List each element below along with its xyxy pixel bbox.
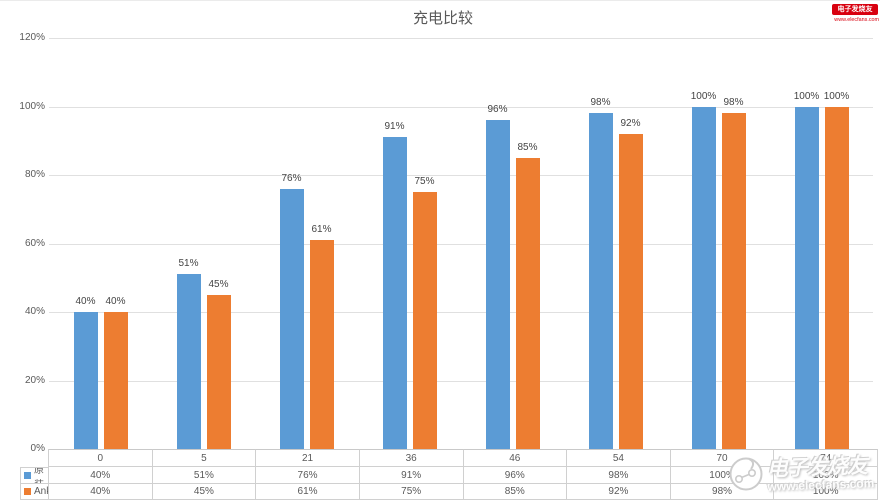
bar-value-label: 61% bbox=[311, 224, 332, 236]
bar-Anker-5 bbox=[206, 294, 231, 449]
table-value-cell: 100% bbox=[670, 467, 775, 484]
bar-Anker-36 bbox=[412, 192, 437, 449]
table-category-header: 46 bbox=[463, 449, 568, 467]
table-value-cell: 98% bbox=[670, 484, 775, 500]
y-axis-tick-label: 0% bbox=[30, 443, 45, 454]
table-category-header: 0 bbox=[49, 449, 153, 467]
y-axis-tick-label: 20% bbox=[24, 374, 45, 386]
y-axis-tick-label: 100% bbox=[19, 100, 45, 112]
table-category-header: 70 bbox=[670, 449, 775, 467]
table-value-cell: 61% bbox=[256, 484, 360, 500]
bar-value-label: 85% bbox=[517, 141, 538, 153]
table-category-header: 36 bbox=[359, 449, 464, 467]
chart-data-table: 05213646547074原装40%51%76%91%96%98%100%10… bbox=[20, 449, 878, 500]
table-value-cell: 96% bbox=[463, 467, 568, 484]
bar-原装-70 bbox=[691, 106, 716, 449]
y-axis-tick-label: 60% bbox=[24, 237, 45, 249]
bar-value-label: 40% bbox=[75, 296, 96, 307]
bar-value-label: 100% bbox=[793, 90, 820, 102]
bar-value-label: 92% bbox=[620, 117, 641, 129]
bar-原装-74 bbox=[794, 106, 819, 449]
gridline bbox=[49, 312, 873, 313]
table-category-header: 74 bbox=[774, 449, 878, 467]
gridline bbox=[49, 175, 873, 176]
gridline bbox=[49, 243, 873, 245]
bar-原装-36 bbox=[382, 137, 407, 449]
bar-value-label: 100% bbox=[823, 90, 850, 102]
table-value-cell: 85% bbox=[463, 484, 568, 500]
bar-Anker-0 bbox=[103, 312, 128, 449]
bar-原装-54 bbox=[588, 113, 613, 449]
gridline bbox=[49, 38, 873, 39]
bar-value-label: 96% bbox=[487, 104, 508, 116]
y-axis-tick-label: 120% bbox=[19, 32, 45, 43]
bar-原装-21 bbox=[279, 188, 304, 449]
elecfans-url-text: www.elecfans.com bbox=[767, 475, 875, 494]
bar-Anker-74 bbox=[824, 106, 849, 449]
chart-title: 充电比较 bbox=[412, 10, 473, 27]
elecfans-watermark-bottom: 电子发烧友 www.elecfans.com bbox=[727, 454, 879, 494]
bar-Anker-46 bbox=[515, 157, 540, 449]
table-value-cell: 75% bbox=[359, 484, 464, 500]
table-value-cell: 98% bbox=[567, 467, 671, 484]
bar-value-label: 76% bbox=[281, 172, 302, 184]
legend-cell-原装: 原装 bbox=[20, 467, 49, 484]
bar-value-label: 100% bbox=[690, 90, 717, 102]
y-axis-tick-label: 80% bbox=[24, 169, 45, 180]
series-name: 原装 bbox=[34, 467, 44, 483]
table-value-cell: 100% bbox=[774, 484, 878, 500]
bar-value-label: 98% bbox=[590, 97, 611, 109]
bar-Anker-21 bbox=[309, 240, 334, 449]
table-category-header: 21 bbox=[256, 449, 360, 467]
table-value-cell: 76% bbox=[256, 467, 360, 484]
bar-value-label: 45% bbox=[208, 278, 229, 290]
table-value-cell: 40% bbox=[49, 467, 153, 484]
legend-cell-Anker: Anker bbox=[20, 484, 49, 500]
elecfans-plug-icon bbox=[729, 457, 763, 491]
bar-value-label: 75% bbox=[414, 176, 435, 188]
bar-value-label: 98% bbox=[723, 97, 744, 109]
y-axis-tick-label: 40% bbox=[24, 306, 45, 317]
bar-value-label: 40% bbox=[105, 296, 126, 307]
bar-Anker-70 bbox=[721, 113, 746, 449]
table-corner-cell bbox=[20, 449, 49, 467]
table-value-cell: 40% bbox=[49, 484, 153, 500]
series-name: Anker bbox=[34, 486, 48, 497]
elecfans-red-badge: 电子发烧友 bbox=[832, 4, 878, 15]
bar-value-label: 91% bbox=[384, 121, 405, 133]
bar-原装-0 bbox=[73, 312, 98, 449]
table-value-cell: 100% bbox=[774, 467, 878, 484]
legend-key-swatch bbox=[24, 472, 31, 479]
elecfans-top-url: www.elecfans.com bbox=[834, 17, 880, 23]
elecfans-watermark-texts: 电子发烧友 www.elecfans.com bbox=[766, 454, 875, 494]
table-value-cell: 45% bbox=[152, 484, 257, 500]
gridline bbox=[49, 106, 873, 108]
bar-原装-46 bbox=[485, 120, 510, 449]
legend-key-swatch bbox=[24, 488, 31, 495]
bar-原装-5 bbox=[176, 274, 201, 449]
table-value-cell: 91% bbox=[359, 467, 464, 484]
table-category-header: 5 bbox=[152, 449, 257, 467]
table-value-cell: 51% bbox=[152, 467, 257, 484]
bar-value-label: 51% bbox=[178, 258, 199, 270]
table-value-cell: 92% bbox=[567, 484, 671, 500]
gridline bbox=[49, 380, 873, 382]
elecfans-watermark-top: 电子发烧友 www.elecfans.com bbox=[832, 4, 880, 24]
bar-Anker-54 bbox=[618, 133, 643, 449]
table-category-header: 54 bbox=[567, 449, 671, 467]
